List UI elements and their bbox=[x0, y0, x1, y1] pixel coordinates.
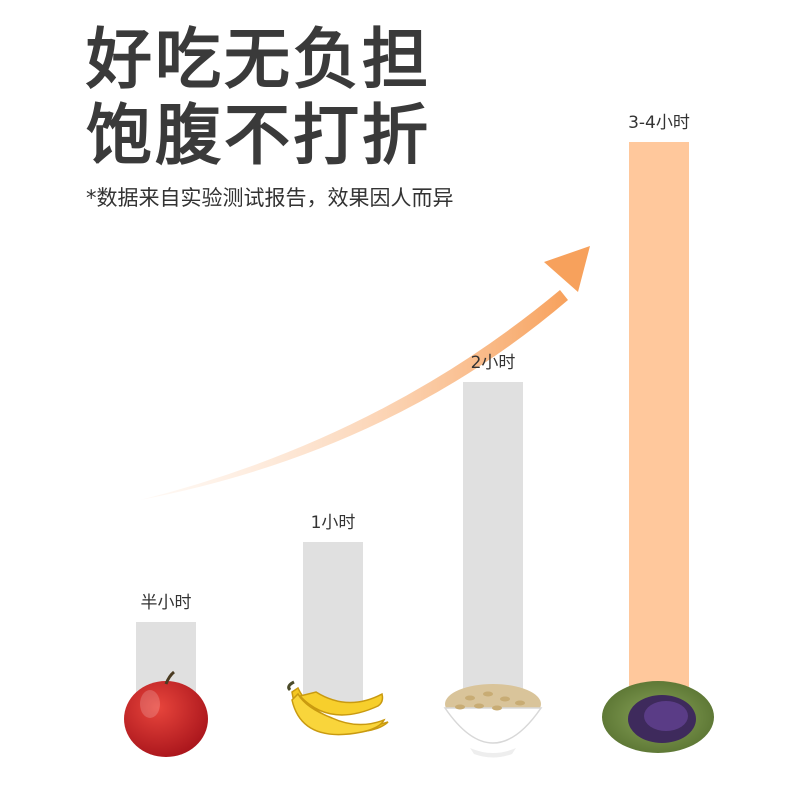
bar-label-4: 3-4小时 bbox=[628, 113, 690, 133]
oats-bowl-icon bbox=[443, 684, 543, 758]
headline-line-2: 饱腹不打折 bbox=[86, 97, 431, 174]
apple-icon bbox=[124, 670, 208, 757]
banana-icon bbox=[287, 680, 389, 736]
trend-arrow-head bbox=[544, 246, 590, 292]
bar-2 bbox=[303, 542, 363, 702]
purple-bread-icon bbox=[602, 681, 714, 753]
headline-line-1: 好吃无负担 bbox=[86, 21, 431, 98]
bar-3 bbox=[463, 382, 523, 702]
disclaimer-note: *数据来自实验测试报告，效果因人而异 bbox=[86, 186, 454, 210]
headline: 好吃无负担 饱腹不打折 bbox=[86, 22, 431, 174]
bar-4 bbox=[629, 142, 689, 702]
bar-label-1: 半小时 bbox=[141, 593, 192, 613]
bar-label-2: 1小时 bbox=[311, 513, 356, 533]
bar-label-3: 2小时 bbox=[471, 353, 516, 373]
